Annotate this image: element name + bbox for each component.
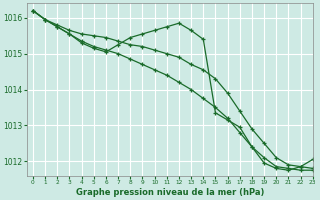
X-axis label: Graphe pression niveau de la mer (hPa): Graphe pression niveau de la mer (hPa): [76, 188, 264, 197]
